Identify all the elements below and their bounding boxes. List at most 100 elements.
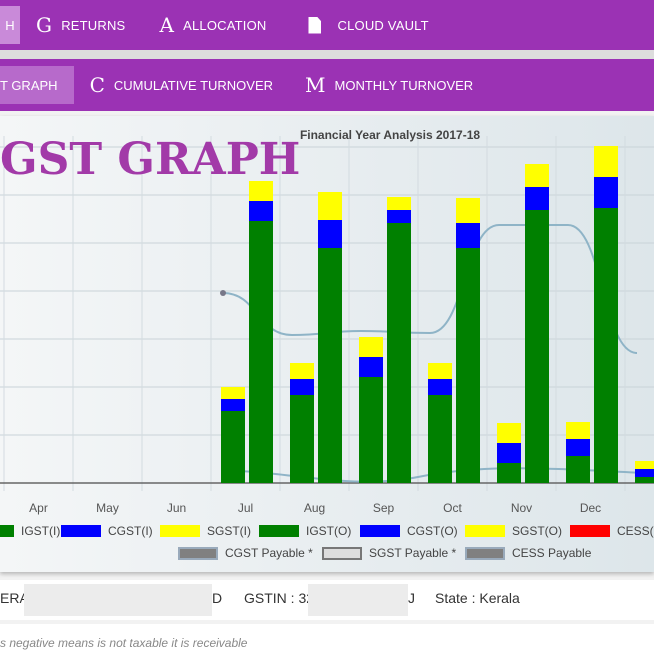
bar-inward-cgst[interactable]: [428, 379, 452, 395]
bar-inward-igst[interactable]: [359, 377, 383, 483]
bar-outward-igst[interactable]: [318, 248, 342, 483]
bar-inward-igst[interactable]: [497, 463, 521, 483]
legend-item-cess[interactable]: CESS(: [570, 524, 654, 538]
nav-item-label: CLOUD VAULT: [337, 17, 429, 33]
tab-cumulative-turnover[interactable]: C CUMULATIVE TURNOVER: [74, 59, 289, 111]
bar-inward-cgst[interactable]: [497, 443, 521, 463]
x-tick-label: Jun: [167, 501, 186, 515]
bar-inward-cgst[interactable]: [359, 357, 383, 377]
footnote: s negative means is not taxable it is re…: [0, 624, 654, 655]
bar-outward-igst[interactable]: [249, 221, 273, 483]
bar-inward-sgst[interactable]: [359, 337, 383, 357]
bar-outward-igst[interactable]: [387, 223, 411, 483]
nav-item-cloud-vault[interactable]: CLOUD VAULT: [284, 0, 446, 50]
bar-outward-cgst[interactable]: [387, 210, 411, 223]
chart-legend: IGST(I) CGST(I) SGST(I) IGST(O) CGST(O) …: [0, 524, 654, 544]
bar-outward-sgst[interactable]: [318, 192, 342, 220]
nav-item-label: H: [5, 17, 15, 33]
legend-item-sgst-payable[interactable]: SGST Payable *: [322, 546, 456, 560]
legend-item-cgst-o[interactable]: CGST(O): [360, 524, 458, 538]
legend-label: CESS Payable: [512, 546, 592, 560]
bar-outward-igst[interactable]: [594, 208, 618, 483]
legend-swatch: [259, 525, 299, 537]
redacted-name: [24, 584, 212, 616]
bar-outward-cgst[interactable]: [249, 201, 273, 221]
bar-inward-igst[interactable]: [635, 477, 654, 483]
payable-line: [222, 224, 638, 354]
x-tick-label: Oct: [443, 501, 462, 515]
legend-label: SGST(O): [512, 524, 562, 538]
allocation-icon: A: [159, 13, 175, 37]
legend-swatch: [0, 525, 14, 537]
chart-legend-lines: CGST Payable * SGST Payable * CESS Payab…: [0, 546, 654, 566]
x-tick-label: Aug: [304, 501, 325, 515]
bar-inward-igst[interactable]: [428, 395, 452, 483]
monthly-icon: M: [305, 73, 326, 97]
tab-label: T GRAPH: [0, 77, 58, 93]
bar-inward-sgst[interactable]: [497, 423, 521, 443]
nav-item-returns[interactable]: G RETURNS: [20, 0, 143, 50]
bar-inward-sgst[interactable]: [566, 422, 590, 439]
bar-inward-igst[interactable]: [221, 411, 245, 483]
taxpayer-name-tail: D: [212, 590, 223, 606]
bar-outward-sgst[interactable]: [525, 164, 549, 187]
legend-swatch: [570, 525, 610, 537]
legend-label: CESS(: [617, 524, 654, 538]
tab-monthly-turnover[interactable]: M MONTHLY TURNOVER: [289, 59, 489, 111]
bar-inward-sgst[interactable]: [221, 387, 245, 399]
returns-icon: G: [36, 13, 53, 37]
legend-swatch: [360, 525, 400, 537]
bar-inward-cgst[interactable]: [221, 399, 245, 411]
legend-label: CGST Payable *: [225, 546, 313, 560]
page-title: GST GRAPH: [0, 134, 301, 185]
bar-inward-cgst[interactable]: [635, 469, 654, 477]
bar-outward-igst[interactable]: [456, 248, 480, 483]
state-label: State : Kerala: [435, 590, 520, 606]
legend-label: IGST(O): [306, 524, 352, 538]
bar-outward-sgst[interactable]: [456, 198, 480, 223]
bar-inward-igst[interactable]: [290, 395, 314, 483]
x-tick-label: May: [96, 501, 119, 515]
taxpayer-name: ERA: [0, 590, 29, 606]
sub-nav: T GRAPH C CUMULATIVE TURNOVER M MONTHLY …: [0, 59, 654, 111]
bar-outward-igst[interactable]: [525, 210, 549, 483]
bar-inward-sgst[interactable]: [428, 363, 452, 379]
nav-item-label: ALLOCATION: [183, 17, 267, 33]
legend-item-sgst-i[interactable]: SGST(I): [160, 524, 251, 538]
bar-outward-cgst[interactable]: [525, 187, 549, 210]
legend-item-cgst-i[interactable]: CGST(I): [61, 524, 153, 538]
bar-outward-sgst[interactable]: [249, 181, 273, 201]
legend-swatch: [160, 525, 200, 537]
legend-item-cess-payable[interactable]: CESS Payable: [465, 546, 591, 560]
bar-inward-igst[interactable]: [566, 456, 590, 483]
taxpayer-info: ERA D GSTIN : 32 J State : Kerala: [0, 580, 654, 620]
legend-label: CGST(O): [407, 524, 458, 538]
bar-outward-sgst[interactable]: [594, 146, 618, 177]
nav-item-graph[interactable]: H: [0, 6, 20, 44]
legend-label: IGST(I): [21, 524, 61, 538]
legend-swatch: [322, 546, 362, 560]
legend-item-igst-o[interactable]: IGST(O): [259, 524, 351, 538]
gst-chart: AprMayJunJulAugSepOctNovDecJ: [0, 136, 654, 515]
legend-item-sgst-o[interactable]: SGST(O): [465, 524, 562, 538]
legend-swatch: [465, 546, 505, 560]
x-tick-label: Nov: [511, 501, 532, 515]
legend-item-cgst-payable[interactable]: CGST Payable *: [178, 546, 313, 560]
bar-inward-sgst[interactable]: [635, 461, 654, 469]
nav-item-allocation[interactable]: A ALLOCATION: [143, 0, 284, 50]
bar-inward-sgst[interactable]: [290, 363, 314, 379]
nav-item-label: RETURNS: [61, 17, 126, 33]
bar-outward-cgst[interactable]: [318, 220, 342, 248]
tab-gst-graph[interactable]: T GRAPH: [0, 66, 74, 104]
legend-item-igst-i[interactable]: IGST(I): [0, 524, 60, 538]
nav-divider: [0, 50, 654, 59]
bar-outward-cgst[interactable]: [456, 223, 480, 248]
bar-inward-cgst[interactable]: [566, 439, 590, 456]
tab-label: CUMULATIVE TURNOVER: [113, 77, 274, 93]
bar-outward-cgst[interactable]: [594, 177, 618, 208]
x-tick-label: Apr: [29, 501, 48, 515]
tab-label: MONTHLY TURNOVER: [334, 77, 474, 93]
bar-inward-cgst[interactable]: [290, 379, 314, 395]
x-tick-label: Dec: [580, 501, 601, 515]
bar-outward-sgst[interactable]: [387, 197, 411, 210]
